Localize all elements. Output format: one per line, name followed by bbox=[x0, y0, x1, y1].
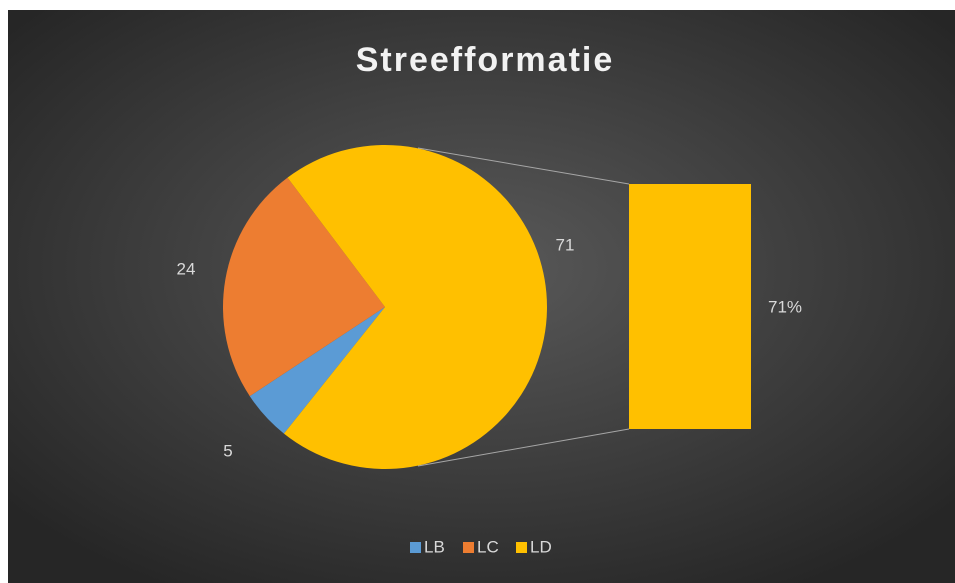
legend-swatch bbox=[463, 542, 474, 553]
data-label: 71 bbox=[556, 235, 575, 254]
data-label: 24 bbox=[177, 259, 196, 278]
chart-title: Streefformatie bbox=[356, 41, 615, 79]
legend-swatch bbox=[516, 542, 527, 553]
data-label: 5 bbox=[223, 441, 232, 460]
pie-slice bbox=[249, 307, 385, 434]
connector-line bbox=[417, 147, 630, 185]
pie-slice bbox=[283, 145, 547, 470]
pie-slice bbox=[223, 177, 385, 397]
connector-line bbox=[417, 428, 630, 467]
legend-label: LD bbox=[530, 537, 552, 556]
data-label: 71% bbox=[768, 297, 802, 316]
bar bbox=[629, 184, 751, 429]
legend-label: LC bbox=[477, 537, 499, 556]
legend-swatch bbox=[410, 542, 421, 553]
legend-label: LB bbox=[424, 537, 445, 556]
